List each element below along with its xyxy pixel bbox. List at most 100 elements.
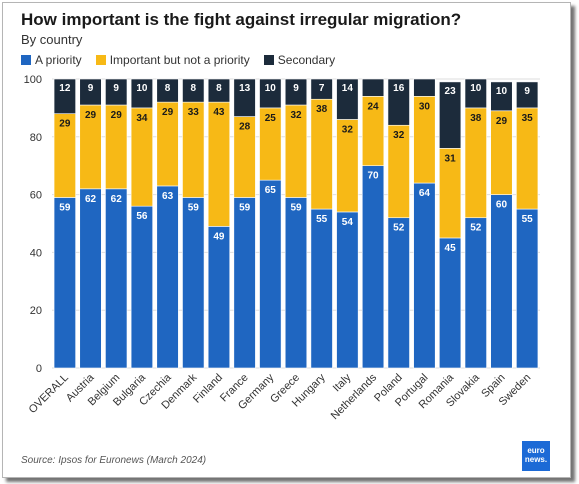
data-label-priority: 56 — [136, 211, 148, 222]
data-label-secondary: 10 — [265, 83, 277, 94]
bar-priority — [130, 205, 153, 369]
data-label-important: 28 — [239, 122, 251, 133]
data-label-priority: 54 — [342, 217, 354, 228]
data-label-secondary: 8 — [165, 83, 171, 94]
data-label-secondary: 10 — [496, 86, 508, 97]
data-label-important: 30 — [419, 101, 431, 112]
data-label-secondary: 8 — [190, 83, 196, 94]
bar-priority — [207, 226, 231, 369]
bar-priority — [53, 197, 76, 369]
y-tick-label: 20 — [30, 305, 42, 317]
bar-secondary — [336, 78, 359, 120]
bar-priority — [233, 197, 256, 369]
data-label-priority: 62 — [111, 194, 123, 205]
data-label-secondary: 9 — [88, 83, 94, 94]
bar-priority — [284, 197, 308, 369]
data-label-priority: 49 — [213, 231, 225, 242]
data-label-priority: 65 — [265, 185, 277, 196]
x-tick-label: OVERALL — [27, 372, 71, 416]
data-label-secondary: 9 — [524, 86, 530, 97]
data-label-secondary: 8 — [216, 83, 222, 94]
data-label-important: 32 — [290, 110, 302, 121]
bar-priority — [182, 197, 205, 369]
bar-priority — [156, 185, 179, 369]
bar-secondary — [259, 78, 282, 109]
data-label-priority: 59 — [239, 202, 251, 213]
chart-frame: How important is the fight against irreg… — [2, 2, 571, 478]
x-tick-label: Finland — [191, 372, 225, 406]
data-label-important: 29 — [162, 107, 174, 118]
bar-secondary — [233, 78, 256, 117]
y-tick-label: 0 — [36, 363, 42, 375]
legend-label-secondary: Secondary — [277, 53, 336, 67]
data-label-important: 33 — [188, 107, 200, 118]
legend-label-priority: A priority — [35, 53, 82, 67]
data-label-secondary: 10 — [470, 83, 482, 94]
legend-swatch-priority — [21, 55, 31, 65]
data-label-priority: 52 — [393, 223, 405, 234]
chart-subtitle: By country — [21, 32, 83, 47]
source-note: Source: Ipsos for Euronews (March 2024) — [21, 455, 207, 466]
bar-secondary — [413, 78, 436, 97]
bar-priority — [439, 237, 462, 369]
data-label-priority: 45 — [445, 243, 457, 254]
bar-secondary — [79, 78, 102, 106]
data-label-important: 29 — [496, 116, 508, 127]
y-tick-label: 100 — [24, 74, 42, 86]
data-label-priority: 55 — [316, 214, 328, 225]
legend: A priority Important but not a priority … — [21, 53, 335, 67]
data-label-priority: 60 — [496, 200, 508, 211]
bar-important — [207, 101, 231, 227]
bar-secondary — [105, 78, 128, 106]
legend-swatch-secondary — [263, 55, 274, 65]
legend-item-secondary: Secondary — [263, 53, 336, 67]
data-label-secondary: 9 — [113, 83, 119, 94]
data-label-secondary: 13 — [239, 83, 251, 94]
data-label-important: 29 — [59, 119, 71, 130]
bar-secondary — [284, 78, 308, 106]
bar-priority — [490, 194, 513, 369]
bar-secondary — [130, 78, 153, 109]
data-label-secondary: 16 — [393, 83, 405, 94]
data-label-priority: 59 — [290, 202, 302, 213]
bar-priority — [413, 182, 436, 369]
bar-secondary — [310, 78, 333, 100]
data-label-priority: 59 — [188, 202, 200, 213]
logo-text-top: euro — [527, 446, 545, 455]
data-label-secondary: 23 — [445, 86, 457, 97]
bar-priority — [516, 208, 539, 369]
bar-secondary — [156, 78, 179, 103]
data-label-secondary: 12 — [59, 83, 71, 94]
bar-secondary — [439, 81, 462, 149]
bar-priority — [259, 179, 282, 369]
legend-swatch-important — [95, 55, 106, 65]
data-label-priority: 52 — [470, 223, 482, 234]
bar-priority — [336, 211, 359, 369]
data-label-important: 34 — [136, 113, 148, 124]
data-label-priority: 64 — [419, 188, 431, 199]
data-label-important: 25 — [265, 113, 277, 124]
bar-secondary — [387, 78, 410, 126]
stacked-bar-chart: 020406080100592912OVERALL62299Austria622… — [24, 74, 540, 422]
bar-priority — [310, 208, 333, 369]
data-label-important: 38 — [316, 104, 328, 115]
data-label-priority: 55 — [522, 214, 534, 225]
data-label-priority: 63 — [162, 191, 174, 202]
data-label-secondary: 14 — [342, 83, 354, 94]
logo-text-bottom: news. — [524, 455, 548, 464]
bar-priority — [387, 217, 410, 369]
data-label-important: 29 — [111, 110, 123, 121]
data-label-important: 43 — [213, 107, 225, 118]
bar-secondary — [207, 78, 231, 103]
data-label-important: 31 — [445, 153, 457, 164]
bar-important — [464, 107, 487, 219]
data-label-important: 38 — [470, 113, 482, 124]
data-label-priority: 70 — [367, 171, 379, 182]
data-label-priority: 62 — [85, 194, 97, 205]
data-label-important: 35 — [522, 113, 534, 124]
data-label-important: 32 — [393, 130, 405, 141]
y-tick-label: 80 — [30, 132, 42, 144]
data-label-important: 24 — [367, 101, 379, 112]
data-label-important: 32 — [342, 124, 354, 135]
bar-secondary — [516, 81, 539, 109]
